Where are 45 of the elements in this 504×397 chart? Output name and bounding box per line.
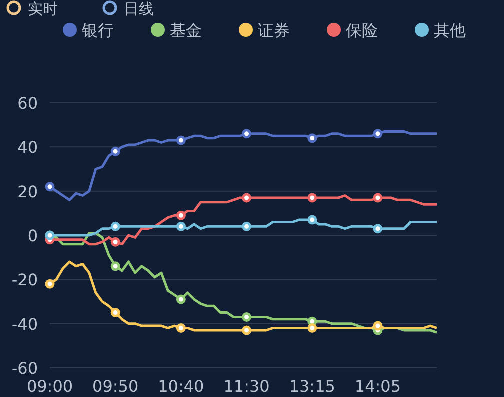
point (373, 193, 383, 203)
point (45, 182, 55, 192)
point (176, 136, 186, 146)
text: 日线 (124, 0, 154, 18)
legend-label: 保险 (346, 21, 378, 40)
legend-label: 证券 (258, 21, 290, 40)
point (110, 222, 120, 232)
point (176, 294, 186, 304)
legend-label: 基金 (170, 21, 202, 40)
point (373, 321, 383, 331)
point (242, 222, 252, 232)
point (176, 210, 186, 220)
point (45, 279, 55, 289)
point (242, 129, 252, 139)
point (176, 222, 186, 232)
point (308, 193, 318, 203)
x-tick-label: 13:15 (289, 377, 336, 396)
point (308, 134, 318, 144)
point (373, 224, 383, 234)
point (110, 262, 120, 272)
y-tick-label: -20 (12, 270, 38, 290)
point (110, 308, 120, 318)
point (242, 326, 252, 336)
point (308, 324, 318, 333)
x-tick-label: 09:50 (92, 377, 139, 396)
y-tick-label: -60 (12, 359, 38, 378)
point (176, 324, 186, 333)
legend-label: 银行 (81, 21, 114, 40)
point (242, 312, 252, 322)
point (308, 215, 318, 225)
y-tick-label: 60 (18, 94, 38, 113)
y-tick-label: 40 (18, 138, 38, 158)
x-tick-label: 10:40 (158, 377, 204, 396)
x-tick-label: 14:05 (354, 377, 402, 396)
legend-label: 其他 (434, 21, 466, 40)
y-tick-label: 0 (28, 226, 38, 246)
point (373, 129, 383, 139)
point (110, 237, 120, 247)
point (242, 193, 252, 203)
text: 实时 (28, 0, 58, 18)
y-tick-label: -40 (12, 314, 38, 334)
x-tick-label: 09:00 (26, 377, 74, 396)
x-tick-label: 11:30 (224, 377, 270, 396)
point (110, 146, 120, 156)
y-tick-label: 20 (18, 182, 38, 202)
